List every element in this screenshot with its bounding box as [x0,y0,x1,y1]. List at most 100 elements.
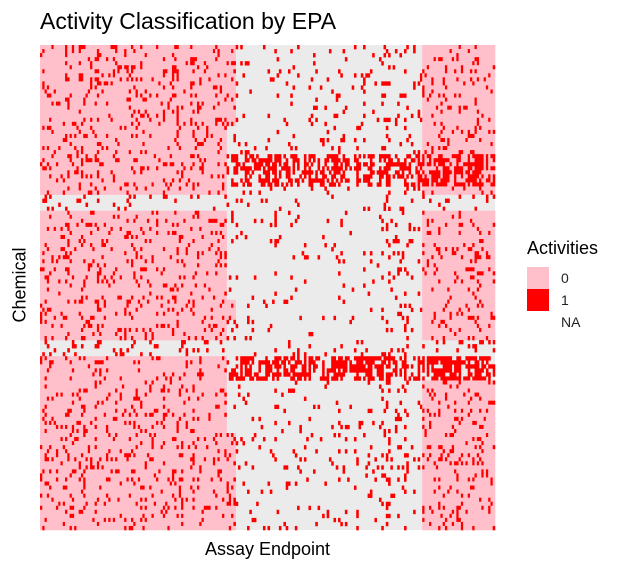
heatmap-cell-inactive [46,453,57,458]
heatmap-cell-inactive [55,89,89,94]
heatmap-cell-active [181,170,184,175]
heatmap-cell-inactive [101,53,125,58]
heatmap-cell-inactive [105,263,132,268]
heatmap-cell-active [65,133,68,139]
heatmap-cell-active [174,283,177,288]
heatmap-cell-active [44,517,48,523]
heatmap-cell-inactive [479,57,496,62]
heatmap-cell-inactive [431,392,434,397]
heatmap-cell-inactive [483,182,491,187]
heatmap-cell-active [422,416,425,422]
heatmap-cell-active [115,158,120,163]
heatmap-cell-active [328,49,332,54]
heatmap-cell-inactive [460,457,473,462]
heatmap-cell-active [422,267,425,272]
heatmap-cell-active [96,263,100,268]
heatmap-cell-active [83,505,86,511]
heatmap-cell-active [262,170,271,175]
heatmap-cell-inactive [126,251,136,256]
heatmap-cell-inactive [224,186,227,191]
heatmap-cell-active [397,101,400,106]
heatmap-cell-inactive [67,509,79,515]
heatmap-cell-inactive [40,372,93,377]
heatmap-cell-active [215,433,218,438]
heatmap-cell-inactive [447,97,475,102]
heatmap-cell-active [485,368,489,373]
heatmap-cell-inactive [146,53,173,58]
heatmap-cell-active [44,311,48,317]
heatmap-cell-active [474,360,480,365]
heatmap-cell-active [194,283,198,288]
heatmap-cell-inactive [51,166,77,171]
heatmap-cell-active [131,166,134,171]
heatmap-cell-active [463,81,466,86]
heatmap-cell-active [285,525,289,531]
heatmap-cell-inactive [217,441,232,446]
heatmap-cell-active [431,364,434,369]
heatmap-cell-active [181,384,184,389]
heatmap-cell-inactive [219,53,236,58]
heatmap-cell-inactive [422,299,448,304]
heatmap-cell-inactive [185,263,198,268]
heatmap-cell-active [187,243,191,248]
heatmap-cell-active [144,109,148,115]
heatmap-cell-active [317,166,321,171]
heatmap-cell-active [144,412,148,418]
heatmap-cell-active [467,133,475,139]
heatmap-cell-active [338,408,341,414]
heatmap-cell-active [317,505,321,511]
heatmap-cell-inactive [40,376,45,381]
heatmap-cell-inactive [60,146,75,151]
heatmap-cell-active [65,251,68,256]
heatmap-cell-inactive [51,485,64,490]
heatmap-cell-inactive [476,259,496,264]
heatmap-cell-inactive [422,234,496,240]
heatmap-cell-active [363,154,366,159]
heatmap-cell-inactive [422,501,439,507]
heatmap-cell-active [433,372,446,377]
heatmap-cell-active [119,275,123,280]
heatmap-cell-active [417,259,421,264]
heatmap-cell-inactive [472,69,475,74]
heatmap-cell-active [294,360,302,365]
heatmap-cell-inactive [40,69,43,74]
heatmap-cell-inactive [92,65,118,70]
heatmap-cell-active [96,307,102,313]
heatmap-cell-active [117,214,120,220]
heatmap-cell-active [119,352,125,357]
heatmap-cell-active [274,210,277,216]
heatmap-cell-active [171,327,175,333]
heatmap-cell-inactive [146,412,150,418]
heatmap-cell-active [60,437,64,442]
heatmap-cell-inactive [442,121,478,127]
heatmap-cell-inactive [196,57,216,62]
heatmap-cell-active [465,137,468,143]
heatmap-cell-active [185,61,189,66]
heatmap-cell-inactive [422,121,434,127]
heatmap-cell-active [247,315,250,321]
heatmap-cell-inactive [433,89,491,94]
heatmap-cell-active [338,271,341,276]
heatmap-cell-inactive [208,129,227,135]
heatmap-cell-inactive [40,307,43,313]
heatmap-cell-inactive [171,81,191,86]
heatmap-cell-inactive [80,356,84,361]
heatmap-cell-active [96,93,100,98]
heatmap-cell-active [324,481,327,486]
heatmap-cell-active [126,69,130,74]
heatmap-cell-active [397,267,403,272]
heatmap-cell-active [158,158,161,163]
heatmap-cell-active [287,344,291,349]
heatmap-cell-active [199,360,202,365]
heatmap-cell-inactive [422,166,437,171]
heatmap-cell-active [219,255,223,260]
heatmap-cell-active [456,57,459,62]
heatmap-cell-active [422,505,425,511]
heatmap-cell-active [378,384,382,389]
heatmap-cell-inactive [472,77,478,82]
heatmap-cell-active [46,396,50,401]
heatmap-cell-active [401,251,405,256]
heatmap-cell-inactive [69,174,82,179]
heatmap-cell-active [365,372,373,377]
heatmap-cell-inactive [485,77,496,82]
